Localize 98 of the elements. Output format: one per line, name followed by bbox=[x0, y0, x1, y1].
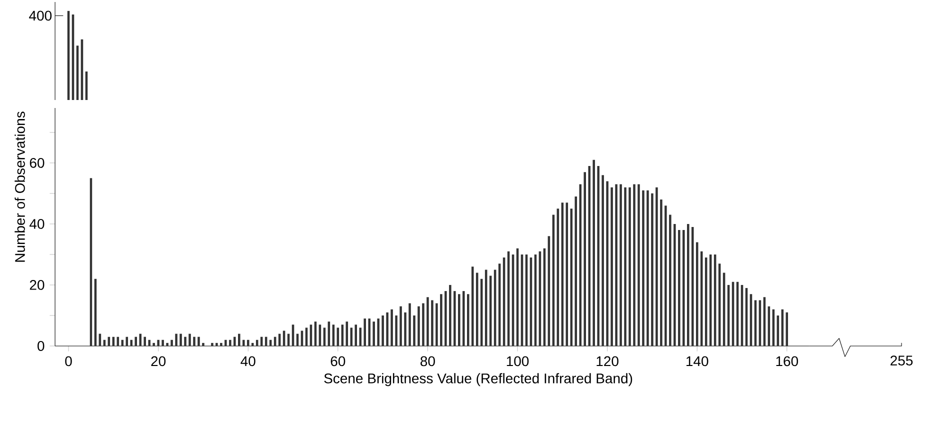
x-tick-label: 140 bbox=[686, 356, 708, 366]
text: 400 bbox=[29, 10, 52, 21]
bar bbox=[184, 336, 186, 346]
bar bbox=[180, 334, 182, 346]
bar bbox=[408, 303, 411, 346]
bar bbox=[584, 172, 586, 346]
bar bbox=[400, 306, 402, 346]
bar bbox=[656, 187, 658, 346]
bar bbox=[175, 334, 178, 346]
bar bbox=[404, 312, 406, 346]
bar bbox=[606, 181, 608, 346]
bar bbox=[682, 230, 685, 346]
bar bbox=[669, 214, 672, 346]
bar bbox=[454, 291, 456, 346]
bar bbox=[628, 187, 631, 346]
bar bbox=[426, 297, 429, 346]
bar bbox=[624, 187, 626, 346]
bar bbox=[377, 318, 380, 346]
bar bbox=[638, 184, 640, 346]
bar bbox=[602, 175, 604, 346]
bar bbox=[144, 336, 146, 346]
bar bbox=[691, 226, 694, 346]
bar bbox=[242, 340, 245, 346]
bar bbox=[440, 294, 442, 346]
x-tick-label: 160 bbox=[776, 356, 798, 366]
bar bbox=[610, 187, 613, 346]
bar bbox=[282, 330, 286, 346]
bar bbox=[166, 342, 168, 346]
bar bbox=[193, 336, 196, 346]
bar bbox=[386, 312, 388, 346]
x-tick-label: 20 bbox=[151, 356, 166, 366]
bar bbox=[449, 284, 452, 346]
bar bbox=[134, 336, 137, 346]
bar bbox=[615, 184, 618, 346]
bar bbox=[395, 315, 398, 346]
bar bbox=[390, 309, 393, 346]
bar bbox=[300, 330, 304, 346]
bar bbox=[162, 340, 164, 346]
bar bbox=[458, 294, 460, 346]
bar bbox=[188, 334, 191, 346]
bar bbox=[202, 342, 204, 346]
bar bbox=[139, 334, 142, 346]
bar bbox=[660, 200, 662, 346]
bar bbox=[350, 328, 353, 346]
bar bbox=[574, 196, 578, 346]
bar bbox=[462, 291, 465, 346]
bar bbox=[148, 340, 150, 346]
bar bbox=[651, 193, 654, 346]
bar bbox=[152, 342, 155, 346]
x-tick-label: 100 bbox=[506, 356, 529, 366]
bar bbox=[597, 166, 600, 346]
bar bbox=[372, 322, 375, 346]
y-tick-label: 40 bbox=[30, 218, 44, 229]
x-tick-label: 60 bbox=[330, 356, 346, 366]
bar bbox=[234, 336, 236, 346]
bar bbox=[642, 190, 644, 346]
bar bbox=[646, 190, 649, 346]
x-tick-label: 0 bbox=[65, 356, 72, 366]
bar bbox=[633, 184, 636, 346]
bar bbox=[413, 315, 416, 346]
bar bbox=[664, 206, 667, 346]
bar bbox=[220, 342, 222, 346]
bar bbox=[678, 230, 680, 346]
bar bbox=[579, 184, 582, 346]
bar bbox=[418, 306, 420, 346]
y-tick-label: 0 bbox=[38, 341, 44, 351]
bar bbox=[216, 342, 218, 346]
bar bbox=[211, 342, 214, 346]
bar bbox=[674, 224, 676, 346]
bar bbox=[422, 303, 424, 346]
bar bbox=[157, 340, 160, 346]
bar bbox=[130, 340, 133, 346]
y-tick-label: 20 bbox=[30, 280, 44, 290]
bar bbox=[431, 300, 434, 346]
bar bbox=[170, 340, 173, 346]
y-axis-title: Number of Observations bbox=[14, 112, 25, 262]
bar bbox=[224, 340, 227, 346]
bar bbox=[466, 294, 470, 346]
y-tick-label: 60 bbox=[30, 158, 44, 168]
x-axis-title: Scene Brightness Value (Reflected Infrared Band) bbox=[324, 373, 632, 386]
bar bbox=[354, 324, 358, 346]
bar bbox=[588, 166, 590, 346]
bar bbox=[238, 334, 240, 346]
bar bbox=[364, 318, 366, 346]
bar bbox=[229, 340, 232, 346]
bar bbox=[444, 291, 447, 346]
x-tick-label: 40 bbox=[240, 356, 256, 366]
bar bbox=[592, 160, 595, 346]
bar bbox=[686, 224, 690, 346]
x-tick-label: 120 bbox=[596, 356, 618, 366]
bar bbox=[382, 315, 384, 346]
bar bbox=[359, 328, 362, 346]
bar bbox=[368, 318, 370, 346]
bar bbox=[620, 184, 622, 346]
bar bbox=[198, 336, 200, 346]
bar bbox=[436, 303, 438, 346]
x-tick-label: 80 bbox=[420, 356, 435, 366]
text: 255 bbox=[890, 356, 913, 366]
